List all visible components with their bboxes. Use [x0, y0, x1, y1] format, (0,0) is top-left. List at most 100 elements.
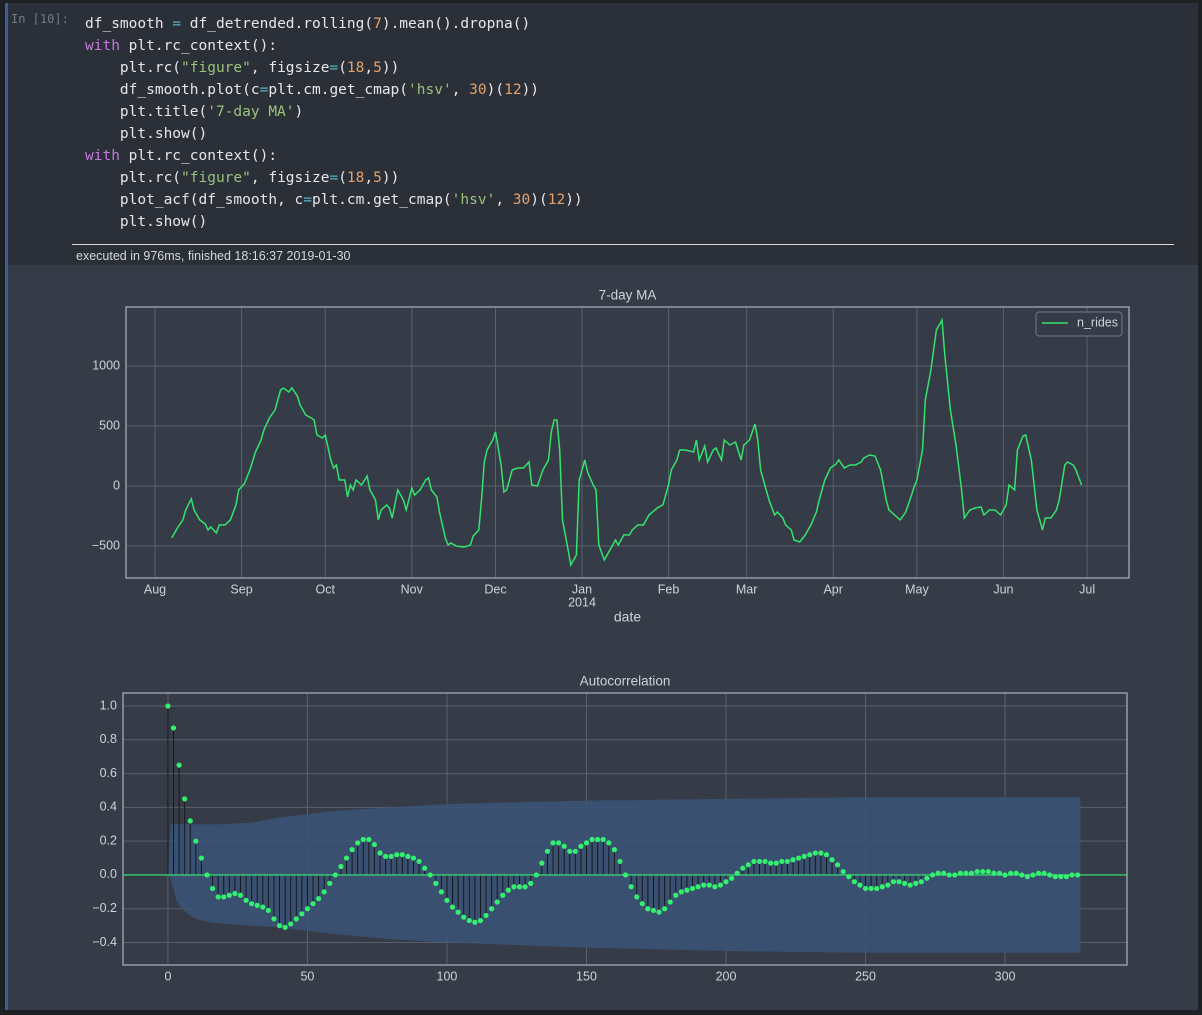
acf-point — [422, 865, 428, 871]
acf-point — [1069, 872, 1075, 878]
acf-point — [198, 855, 205, 861]
execution-status: executed in 976ms, finished 18:16:37 201… — [76, 249, 351, 263]
acf-point — [176, 762, 182, 768]
acf-point — [885, 882, 891, 888]
y-tick-label: 0.2 — [100, 833, 117, 847]
acf-point — [187, 818, 193, 824]
acf-point — [840, 868, 846, 875]
acf-point — [734, 870, 740, 876]
acf-point — [974, 868, 980, 875]
acf-point — [271, 916, 277, 922]
acf-point — [355, 840, 361, 846]
acf-point — [193, 838, 199, 844]
acf-point — [327, 880, 333, 887]
acf-point — [382, 853, 389, 859]
acf-point — [946, 872, 952, 878]
y-tick-label: 0.6 — [100, 766, 117, 780]
acf-point — [243, 897, 249, 903]
acf-point — [433, 880, 439, 887]
acf-point — [522, 884, 528, 890]
acf-point — [288, 921, 294, 927]
acf-point — [795, 855, 802, 861]
code-line: plt.rc("figure", figsize=(18,5)) — [85, 170, 400, 186]
plot-frame — [122, 692, 1128, 966]
acf-point — [678, 889, 684, 895]
acf-point — [494, 899, 500, 905]
acf-point — [717, 882, 724, 888]
acf-point — [991, 870, 997, 876]
code-line: plt.show() — [85, 214, 208, 230]
acf-point — [1075, 872, 1081, 878]
acf-point — [182, 796, 188, 802]
acf-point — [232, 890, 238, 897]
legend-label: n_rides — [1077, 315, 1118, 329]
acf-point — [701, 882, 707, 888]
acf-point — [896, 879, 902, 885]
x-tick-sublabel: 2014 — [568, 595, 596, 609]
x-tick-label: 250 — [855, 969, 876, 983]
x-tick-label: 50 — [300, 969, 314, 983]
acf-point — [963, 870, 969, 876]
acf-point — [539, 860, 545, 866]
code-line: df_smooth.plot(c=plt.cm.get_cmap('hsv', … — [85, 82, 540, 98]
acf-point — [349, 847, 355, 853]
acf-point — [449, 904, 456, 910]
acf-point — [221, 894, 227, 900]
acf-point — [890, 879, 897, 885]
code-editor[interactable]: df_smooth = df_detrended.rolling(7).mean… — [85, 13, 583, 233]
acf-point — [165, 703, 171, 709]
y-tick-label: −0.4 — [92, 935, 117, 949]
acf-point — [756, 858, 763, 865]
acf-point — [902, 880, 908, 887]
x-tick-label: May — [905, 582, 929, 596]
acf-point — [606, 840, 612, 846]
acf-point — [1052, 874, 1058, 880]
y-tick-label: 1.0 — [100, 698, 117, 712]
acf-point — [662, 906, 668, 912]
acf-point — [968, 870, 975, 876]
chart-title: 7-day MA — [599, 288, 657, 303]
separator — [72, 244, 1174, 245]
acf-point — [712, 884, 718, 890]
acf-point — [924, 875, 930, 881]
acf-point — [745, 862, 751, 868]
acf-point — [689, 885, 696, 892]
acf-point — [265, 907, 271, 914]
acf-point — [879, 884, 885, 890]
acf-point — [310, 901, 316, 907]
acf-point — [1035, 870, 1042, 876]
acf-point — [779, 858, 785, 865]
code-line: plt.show() — [85, 126, 208, 142]
acf-point — [215, 894, 221, 900]
acf-point — [555, 840, 562, 846]
legend-box — [1035, 311, 1123, 337]
acf-point — [1058, 874, 1064, 880]
acf-point — [377, 850, 383, 856]
acf-point — [533, 872, 539, 878]
acf-point — [550, 840, 556, 846]
x-tick-label: Mar — [736, 582, 758, 596]
acf-point — [935, 870, 941, 876]
x-tick-label: 300 — [995, 969, 1016, 983]
acf-point — [941, 870, 947, 876]
acf-point — [1047, 872, 1053, 878]
acf-point — [461, 914, 467, 920]
chart-title: Autocorrelation — [580, 674, 671, 689]
acf-point — [299, 911, 305, 917]
acf-point — [578, 843, 584, 849]
x-tick-label: Nov — [401, 582, 424, 596]
acf-point — [634, 894, 640, 900]
acf-point — [276, 923, 283, 929]
acf-point — [500, 892, 506, 898]
y-tick-label: 0.4 — [100, 800, 117, 814]
acf-point — [600, 836, 606, 843]
acf-point — [572, 848, 578, 854]
acf-point — [427, 872, 433, 878]
acf-point — [204, 872, 210, 878]
acf-point — [851, 879, 857, 885]
acf-point — [913, 880, 919, 887]
acf-point — [846, 874, 852, 880]
acf-point — [650, 907, 657, 914]
acf-point — [589, 836, 595, 843]
